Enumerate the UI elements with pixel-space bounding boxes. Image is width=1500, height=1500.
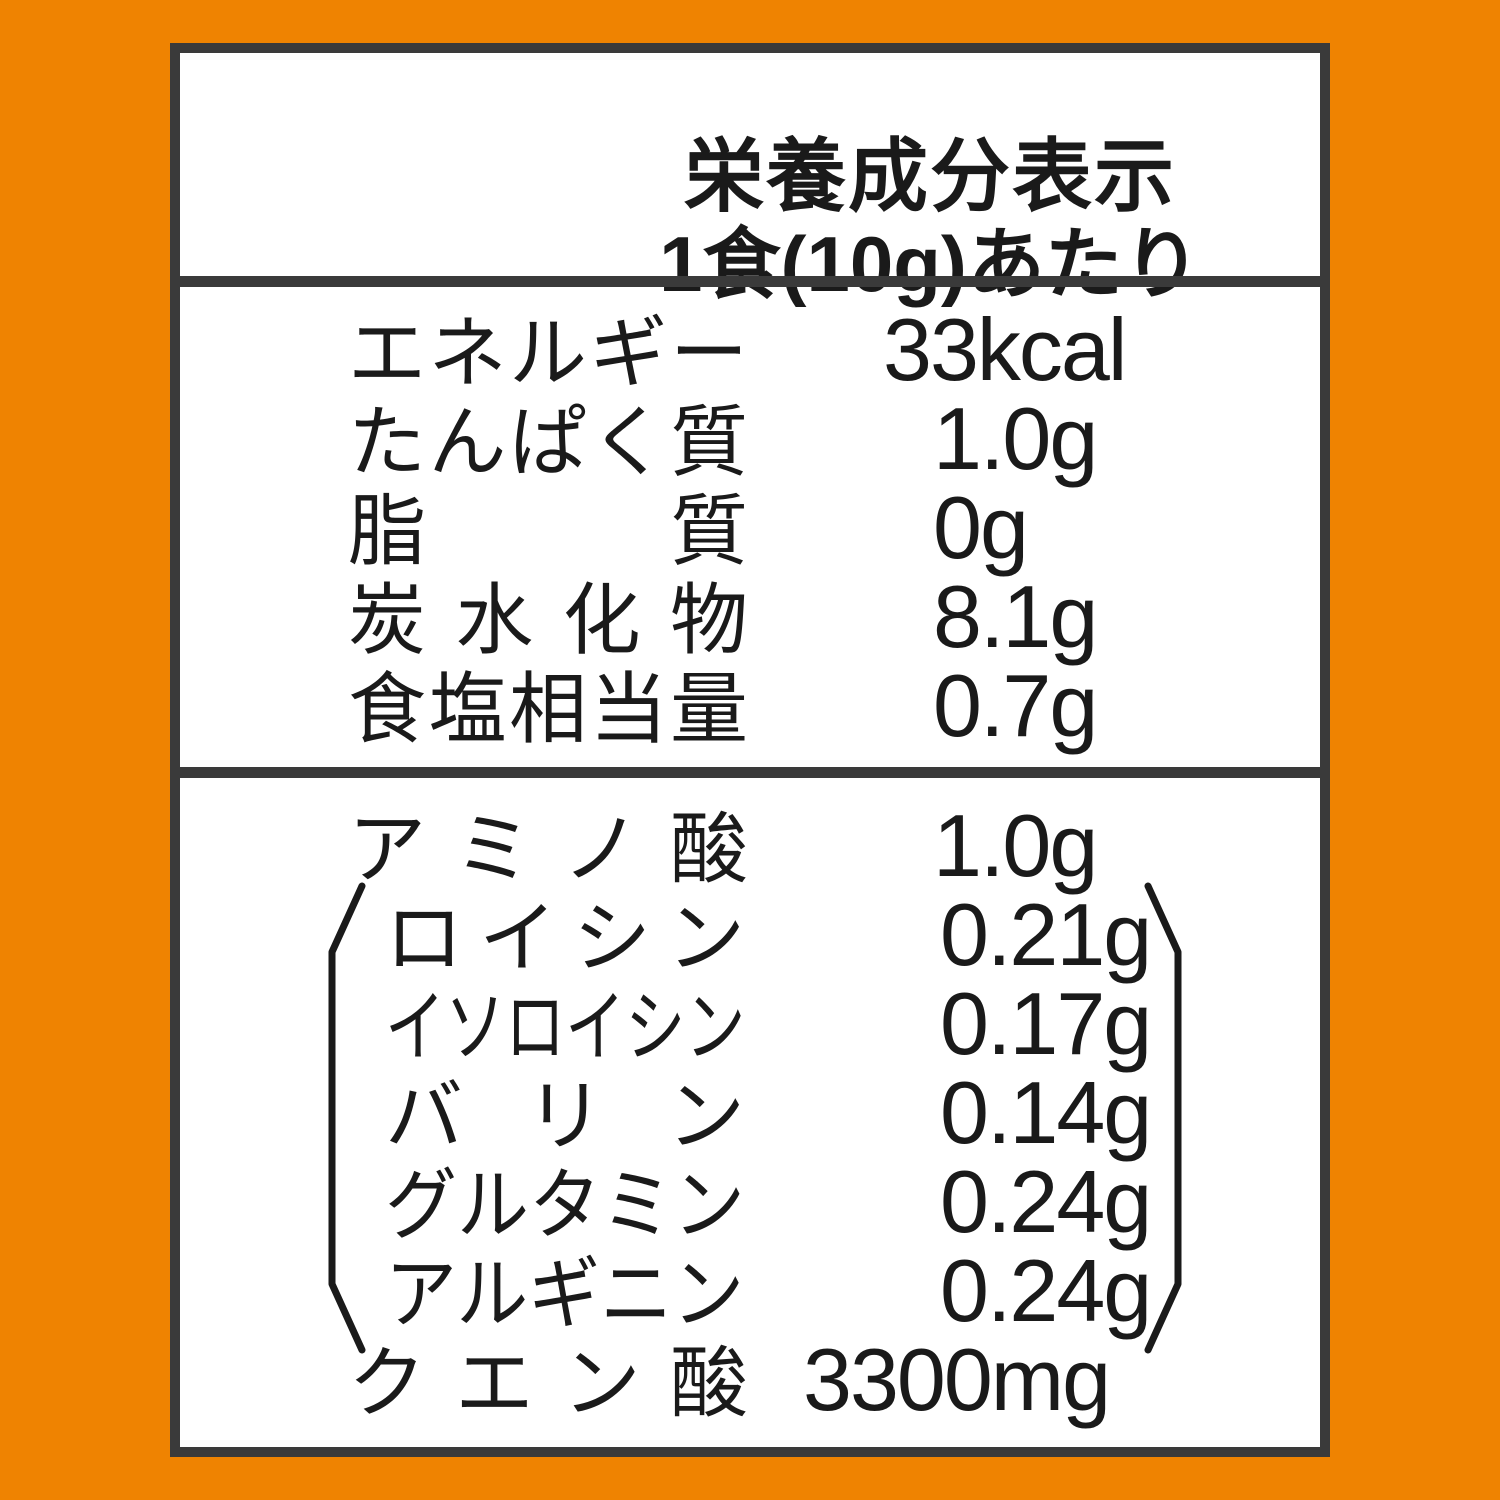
nutrient-label: 炭水化物 xyxy=(348,576,748,664)
nutrient-value: 0.17g xyxy=(940,974,1152,1073)
nutrient-value: 0g xyxy=(933,478,1029,577)
nutrient-value: 33kcal xyxy=(883,300,1127,399)
nutrient-label: アルギニン xyxy=(385,1250,745,1338)
nutrition-facts-title: 栄養成分表示 xyxy=(684,132,1176,221)
section-divider xyxy=(180,767,1320,778)
section-divider xyxy=(180,276,1320,287)
nutrient-value: 0.21g xyxy=(940,885,1152,984)
nutrient-label: ロイシン xyxy=(385,894,745,982)
nutrient-label: クエン酸 xyxy=(348,1339,748,1427)
nutrient-label: バリン xyxy=(385,1072,745,1160)
nutrient-row-leucine: ロイシン 0.21g xyxy=(180,885,1320,984)
nutrient-value: 1.0g xyxy=(933,796,1098,895)
nutrient-value: 1.0g xyxy=(933,389,1098,488)
nutrient-row-citric-acid: クエン酸 3300mg xyxy=(180,1330,1320,1429)
nutrient-row-carbohydrate: 炭水化物 8.1g xyxy=(180,567,1320,666)
nutrient-row-energy: エネルギー 33kcal xyxy=(180,300,1320,399)
nutrient-value: 8.1g xyxy=(933,567,1098,666)
nutrient-row-glutamine: グルタミン 0.24g xyxy=(180,1152,1320,1251)
nutrient-row-salt: 食塩相当量 0.7g xyxy=(180,656,1320,755)
nutrient-label: 食塩相当量 xyxy=(348,665,748,753)
nutrient-label: イソロイシン xyxy=(385,983,746,1071)
nutrient-value: 0.14g xyxy=(940,1063,1152,1162)
nutrient-row-isoleucine: イソロイシン 0.17g xyxy=(180,974,1320,1073)
nutrient-label: たんぱく質 xyxy=(348,398,748,486)
nutrient-label: エネルギー xyxy=(348,309,748,397)
nutrient-value: 3300mg xyxy=(803,1330,1111,1429)
nutrient-label: アミノ酸 xyxy=(348,805,748,893)
amino-group-right-bracket-icon xyxy=(1144,882,1182,1354)
amino-group-left-bracket-icon xyxy=(328,882,366,1354)
serving-size-text: 1食(10g)あたり xyxy=(659,220,1201,308)
nutrient-value: 0.24g xyxy=(940,1152,1152,1251)
nutrient-row-protein: たんぱく質 1.0g xyxy=(180,389,1320,488)
nutrient-value: 0.24g xyxy=(940,1241,1152,1340)
nutrient-label: グルタミン xyxy=(385,1161,745,1249)
nutrient-row-amino-acids: アミノ酸 1.0g xyxy=(180,796,1320,895)
nutrient-row-arginine: アルギニン 0.24g xyxy=(180,1241,1320,1340)
nutrient-row-valine: バリン 0.14g xyxy=(180,1063,1320,1162)
nutrient-label: 脂質 xyxy=(348,487,748,575)
nutrient-value: 0.7g xyxy=(933,656,1098,755)
nutrient-row-fat: 脂質 0g xyxy=(180,478,1320,577)
